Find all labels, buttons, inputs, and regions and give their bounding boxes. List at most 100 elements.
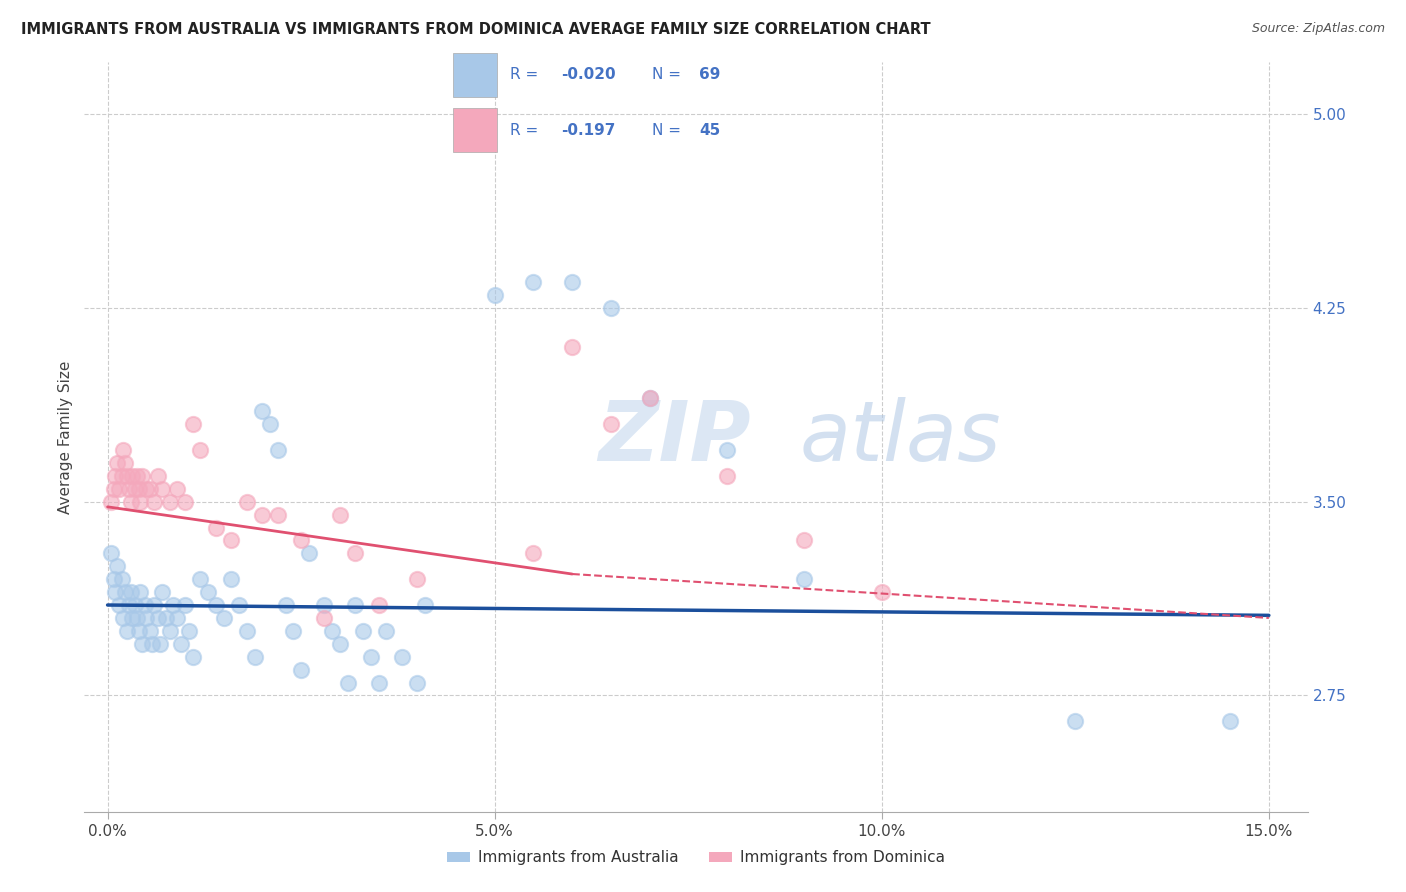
Point <box>166 482 188 496</box>
Point <box>108 482 131 496</box>
Point <box>638 392 661 406</box>
Point <box>104 585 127 599</box>
Point <box>352 624 374 638</box>
Point <box>267 508 290 522</box>
Point <box>155 611 177 625</box>
Point <box>267 442 290 457</box>
Point <box>129 585 152 599</box>
Point <box>128 624 150 638</box>
Point <box>243 649 266 664</box>
Point <box>181 417 204 432</box>
Point <box>103 482 125 496</box>
Point <box>236 624 259 638</box>
Point <box>252 508 274 522</box>
Point <box>131 468 153 483</box>
Point <box>205 520 228 534</box>
Point <box>205 598 228 612</box>
Point <box>367 675 389 690</box>
Point <box>105 456 128 470</box>
Point <box>375 624 398 638</box>
Point <box>344 598 367 612</box>
Text: -0.197: -0.197 <box>561 123 616 138</box>
Point <box>143 598 166 612</box>
Point <box>121 468 143 483</box>
Point <box>181 649 204 664</box>
Point <box>124 482 146 496</box>
Point <box>177 624 200 638</box>
Point <box>166 611 188 625</box>
Point <box>112 611 135 625</box>
Point <box>228 598 250 612</box>
Point <box>344 546 367 560</box>
Point <box>298 546 321 560</box>
Point <box>150 585 173 599</box>
Point <box>314 598 336 612</box>
Point <box>329 637 352 651</box>
Point <box>114 585 136 599</box>
Point <box>290 533 312 548</box>
Y-axis label: Average Family Size: Average Family Size <box>58 360 73 514</box>
Point <box>406 675 429 690</box>
Point <box>391 649 413 664</box>
Text: -0.020: -0.020 <box>561 67 616 82</box>
Point <box>329 508 352 522</box>
Text: atlas: atlas <box>800 397 1001 477</box>
Point <box>104 468 127 483</box>
Point <box>406 572 429 586</box>
Text: IMMIGRANTS FROM AUSTRALIA VS IMMIGRANTS FROM DOMINICA AVERAGE FAMILY SIZE CORREL: IMMIGRANTS FROM AUSTRALIA VS IMMIGRANTS … <box>21 22 931 37</box>
Point <box>110 468 132 483</box>
Point <box>159 624 181 638</box>
Point <box>599 417 621 432</box>
Point <box>100 494 122 508</box>
Point <box>290 663 312 677</box>
Text: 45: 45 <box>699 123 721 138</box>
Point <box>143 494 166 508</box>
Point <box>561 340 583 354</box>
Point <box>115 624 138 638</box>
Point <box>110 572 132 586</box>
Text: R =: R = <box>510 67 544 82</box>
Point <box>793 572 815 586</box>
Text: ZIP: ZIP <box>598 397 751 477</box>
Point <box>159 494 181 508</box>
Point <box>1219 714 1241 729</box>
Point <box>124 598 146 612</box>
Point <box>135 482 157 496</box>
Point <box>129 494 152 508</box>
Point <box>125 468 148 483</box>
Point <box>120 494 142 508</box>
Point <box>793 533 815 548</box>
Point <box>716 468 738 483</box>
Text: Source: ZipAtlas.com: Source: ZipAtlas.com <box>1251 22 1385 36</box>
Point <box>105 559 128 574</box>
Point <box>221 533 243 548</box>
Point <box>118 482 141 496</box>
Point <box>190 572 212 586</box>
Point <box>125 611 148 625</box>
Point <box>103 572 125 586</box>
FancyBboxPatch shape <box>453 53 496 97</box>
Point <box>236 494 259 508</box>
Point <box>522 275 544 289</box>
Point <box>149 637 172 651</box>
Point <box>146 468 169 483</box>
Point <box>522 546 544 560</box>
Point <box>174 494 197 508</box>
Point <box>128 482 150 496</box>
Point <box>321 624 343 638</box>
Point <box>170 637 193 651</box>
Point <box>599 301 621 315</box>
Point <box>114 456 136 470</box>
Point <box>141 637 163 651</box>
Point <box>561 275 583 289</box>
Point <box>274 598 297 612</box>
Point <box>139 482 162 496</box>
Point <box>135 611 157 625</box>
FancyBboxPatch shape <box>453 109 496 153</box>
Point <box>283 624 305 638</box>
Point <box>360 649 382 664</box>
Point <box>174 598 197 612</box>
Point <box>162 598 184 612</box>
Point <box>108 598 131 612</box>
Point <box>221 572 243 586</box>
